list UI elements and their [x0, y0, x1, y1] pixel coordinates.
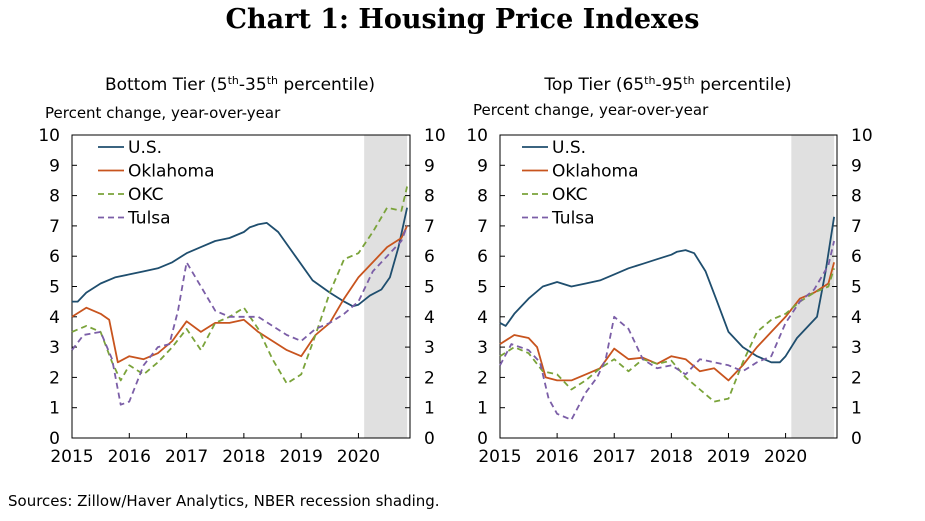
y-tick-label-left: 8	[49, 187, 60, 207]
y-tick-label-left: 9	[49, 156, 60, 176]
y-tick-label-right: 5	[851, 278, 862, 298]
y-tick-label-right: 1	[424, 399, 435, 419]
y-tick-label-right: 2	[851, 368, 862, 388]
panel-title: Top Tier (65th-95th percentile)	[543, 74, 791, 96]
legend-label-tulsa: Tulsa	[551, 209, 595, 229]
chart-title: Chart 1: Housing Price Indexes	[225, 4, 700, 35]
y-tick-label-right: 10	[424, 126, 446, 146]
y-tick-label-right: 4	[851, 308, 862, 328]
series-line-us	[72, 207, 408, 308]
legend-label-us: U.S.	[128, 138, 162, 158]
y-tick-label-left: 2	[477, 368, 488, 388]
y-tick-label-right: 0	[424, 429, 435, 449]
y-tick-label-left: 4	[49, 308, 60, 328]
y-tick-label-right: 2	[424, 368, 435, 388]
y-tick-label-left: 1	[49, 399, 60, 419]
series-line-okc	[71, 186, 408, 385]
y-tick-label-right: 3	[424, 338, 435, 358]
panel-top-tier: Top Tier (65th-95th percentile) Percent c…	[466, 74, 872, 468]
series-line-okc	[499, 268, 835, 403]
y-tick-label-left: 8	[477, 187, 488, 207]
y-tick-label-right: 7	[424, 217, 435, 237]
plot-frame	[499, 134, 838, 439]
x-tick-label: 2020	[337, 447, 380, 467]
plot-frame	[71, 134, 411, 439]
y-tick-label-right: 6	[424, 247, 435, 267]
legend-label-oklahoma: Oklahoma	[128, 162, 215, 182]
legend-label-okc: OKC	[128, 185, 163, 205]
series-line-tulsa	[499, 240, 835, 421]
y-tick-label-right: 3	[851, 338, 862, 358]
source-note: Sources: Zillow/Haver Analytics, NBER re…	[8, 492, 440, 510]
y-tick-label-left: 10	[38, 126, 60, 146]
legend-label-okc: OKC	[552, 185, 587, 205]
y-axis-label: Percent change, year-over-year	[45, 104, 281, 122]
y-tick-label-left: 4	[477, 308, 488, 328]
y-tick-label-right: 5	[424, 278, 435, 298]
x-tick-label: 2019	[280, 447, 323, 467]
y-tick-label-left: 0	[49, 429, 60, 449]
y-tick-label-right: 8	[851, 187, 862, 207]
y-tick-label-right: 10	[851, 126, 873, 146]
panel-title: Bottom Tier (5th-35th percentile)	[105, 74, 375, 96]
y-axis-label: Percent change, year-over-year	[473, 101, 709, 119]
y-tick-label-left: 6	[49, 247, 60, 267]
legend-label-tulsa: Tulsa	[127, 209, 171, 229]
x-tick-label: 2016	[535, 447, 578, 467]
y-tick-label-right: 9	[851, 156, 862, 176]
y-tick-label-left: 0	[477, 429, 488, 449]
y-tick-label-right: 4	[424, 308, 435, 328]
y-tick-label-left: 9	[477, 156, 488, 176]
y-tick-label-left: 3	[477, 338, 488, 358]
y-tick-label-left: 2	[49, 368, 60, 388]
recession-shading	[364, 135, 408, 438]
y-tick-label-left: 7	[477, 217, 488, 237]
x-tick-label: 2015	[478, 447, 521, 467]
series-line-tulsa	[71, 225, 408, 406]
y-tick-label-right: 9	[424, 156, 435, 176]
legend-label-oklahoma: Oklahoma	[552, 162, 639, 182]
x-tick-label: 2018	[650, 447, 693, 467]
series-line-us	[499, 216, 835, 364]
y-tick-label-right: 1	[851, 399, 862, 419]
y-tick-label-left: 7	[49, 217, 60, 237]
x-tick-label: 2015	[50, 447, 93, 467]
y-tick-label-left: 1	[477, 399, 488, 419]
y-tick-label-left: 10	[466, 126, 488, 146]
y-tick-label-left: 5	[49, 278, 60, 298]
y-tick-label-right: 6	[851, 247, 862, 267]
legend-label-us: U.S.	[552, 138, 586, 158]
x-tick-label: 2017	[165, 447, 208, 467]
y-tick-label-left: 3	[49, 338, 60, 358]
series-line-oklahoma	[499, 262, 835, 382]
x-tick-label: 2017	[593, 447, 636, 467]
x-tick-label: 2016	[108, 447, 151, 467]
y-tick-label-left: 6	[477, 247, 488, 267]
y-tick-label-right: 8	[424, 187, 435, 207]
y-tick-label-right: 7	[851, 217, 862, 237]
series-line-oklahoma	[71, 225, 408, 364]
x-tick-label: 2020	[764, 447, 807, 467]
panel-bottom-tier: Bottom Tier (5th-35th percentile) Percent…	[38, 74, 445, 468]
x-tick-label: 2018	[222, 447, 265, 467]
x-tick-label: 2019	[707, 447, 750, 467]
y-tick-label-left: 5	[477, 278, 488, 298]
y-tick-label-right: 0	[851, 429, 862, 449]
